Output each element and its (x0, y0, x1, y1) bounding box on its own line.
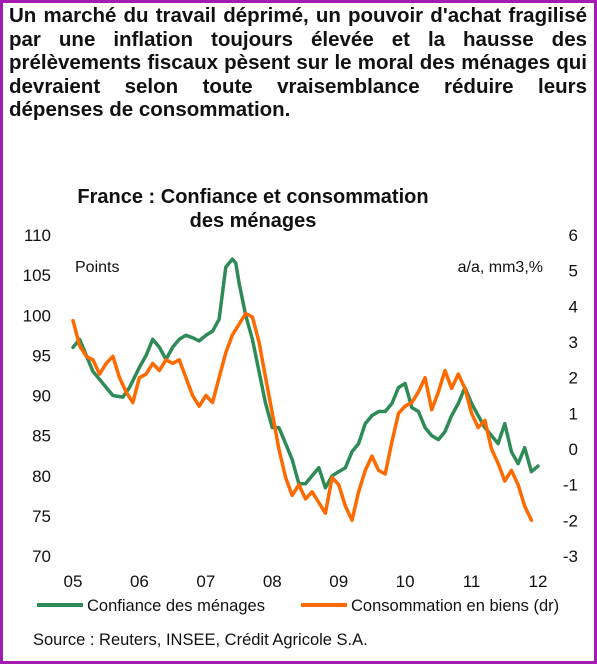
left-tick-label: 105 (23, 266, 51, 285)
series-group (71, 257, 540, 523)
right-tick-label: 4 (569, 297, 578, 316)
left-tick-label: 85 (32, 427, 51, 446)
x-tick-label: 10 (396, 572, 415, 591)
legend-label-confidence: Confiance des ménages (87, 597, 265, 615)
left-axis-unit-label: Points (75, 259, 119, 276)
right-tick-label: 5 (569, 262, 578, 281)
right-tick-label: 1 (569, 404, 578, 423)
left-tick-label: 75 (32, 507, 51, 526)
x-tick-label: 12 (529, 572, 548, 591)
right-tick-label: 2 (569, 369, 578, 388)
headline-text: Un marché du travail déprimé, un pouvoir… (9, 4, 587, 121)
series-line-confidence (71, 257, 540, 490)
x-tick-label: 08 (263, 572, 282, 591)
left-axis: 110 105 100 95 90 85 80 75 70 (23, 226, 51, 566)
legend-label-consumption: Consommation en biens (dr) (351, 597, 559, 615)
right-tick-label: -1 (563, 476, 578, 495)
series-line-consumption (71, 311, 534, 523)
right-axis: 6 5 4 3 2 1 0 -1 -2 -3 (563, 226, 578, 566)
x-tick-label: 06 (130, 572, 149, 591)
left-tick-label: 90 (32, 387, 51, 406)
source-note: Source : Reuters, INSEE, Crédit Agricole… (33, 631, 368, 649)
left-tick-label: 70 (32, 547, 51, 566)
x-tick-label: 11 (463, 572, 481, 591)
x-tick-label: 07 (196, 572, 215, 591)
right-tick-label: 6 (569, 226, 578, 245)
chart-title-line-1: France : Confiance et consommation (77, 186, 429, 208)
left-tick-label: 95 (32, 346, 51, 365)
right-tick-label: -2 (563, 511, 578, 530)
right-tick-label: -3 (563, 547, 578, 566)
left-tick-label: 100 (23, 306, 51, 325)
x-tick-label: 09 (329, 572, 348, 591)
right-axis-unit-label: a/a, mm3,% (458, 259, 543, 276)
legend: Confiance des ménages Consommation en bi… (37, 597, 559, 615)
right-tick-label: 3 (569, 333, 578, 352)
left-tick-label: 80 (32, 467, 51, 486)
right-tick-label: 0 (569, 440, 578, 459)
x-axis: 05 06 07 08 09 10 11 12 (64, 572, 548, 591)
left-tick-label: 110 (24, 226, 51, 245)
chart-title: France : Confiance et consommation des m… (63, 185, 443, 233)
x-tick-label: 05 (64, 572, 83, 591)
chart-title-line-2: des ménages (189, 210, 317, 232)
